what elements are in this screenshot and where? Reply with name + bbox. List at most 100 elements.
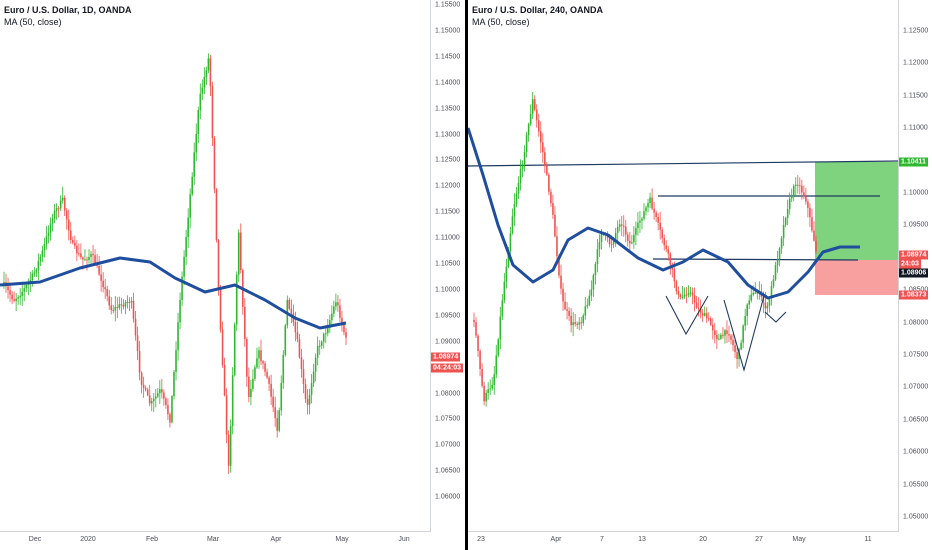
candle-up (181, 276, 183, 301)
candle-down (104, 287, 106, 290)
candle-down (215, 189, 218, 241)
candle-up (235, 274, 238, 325)
candle-up (316, 345, 319, 358)
price-tick-label: 1.14500 (435, 53, 461, 61)
candle-up (527, 124, 530, 136)
candle-down (341, 317, 343, 325)
stop-price-badge: 1.08373 (899, 290, 929, 300)
candle-up (509, 233, 512, 252)
candle-down (136, 335, 139, 351)
candle-down (481, 368, 483, 386)
price-tick-label: 1.08500 (903, 287, 928, 294)
candle-down (535, 109, 538, 121)
time-tick-label: 7 (600, 536, 604, 543)
time-tick-label: Mar (206, 536, 220, 543)
candle-down (167, 405, 169, 415)
right-chart-plot[interactable] (468, 0, 898, 532)
candle-up (495, 355, 498, 375)
candle-up (616, 226, 619, 233)
candle-up (314, 357, 317, 372)
candle-up (150, 401, 153, 404)
candle-up (497, 339, 500, 356)
candle-up (687, 293, 690, 296)
candle-down (302, 369, 305, 385)
price-tick-label: 1.11000 (903, 124, 928, 132)
time-tick-label: 11 (864, 536, 872, 543)
candle-down (274, 407, 276, 419)
candle-down (108, 296, 111, 306)
left-chart-pane[interactable]: Euro / U.S. Dollar, 1D, OANDA MA (50, cl… (0, 0, 465, 550)
candle-down (659, 222, 661, 230)
candle-down (264, 363, 266, 372)
candle-down (657, 216, 659, 223)
timer-badge: 24:03 (899, 259, 921, 269)
candle-down (709, 318, 712, 325)
candle-down (805, 196, 807, 202)
candle-down (298, 339, 301, 358)
time-tick-label: May (792, 536, 806, 543)
left-time-axis[interactable]: Dec 2020 Feb Mar Apr May Jun (0, 531, 430, 550)
candle-up (525, 135, 528, 152)
left-chart-title: Euro / U.S. Dollar, 1D, OANDA (4, 5, 132, 15)
candle-up (529, 113, 532, 125)
candle-down (548, 174, 550, 192)
candle-down (813, 230, 815, 241)
candle-down (736, 352, 738, 360)
candle-down (221, 329, 224, 366)
right-time-axis[interactable]: 23 Apr 7 13 20 27 May 11 (468, 531, 898, 550)
time-tick-label: 2020 (80, 536, 96, 543)
candle-down (11, 294, 13, 300)
price-tick-label: 1.05000 (903, 513, 929, 521)
candle-down (213, 138, 216, 190)
candle-down (653, 208, 655, 213)
pane-divider[interactable] (465, 0, 468, 550)
candle-up (792, 185, 795, 197)
price-tick-label: 1.06000 (435, 493, 461, 501)
time-tick-label: 13 (638, 536, 646, 543)
left-price-axis[interactable]: 1.15500 1.15000 1.14500 1.14000 1.13500 1.130… (430, 0, 465, 532)
time-tick-label: Dec (28, 536, 42, 543)
right-chart-pane[interactable]: Euro / U.S. Dollar, 240, OANDA MA (50, c… (468, 0, 932, 550)
right-price-axis[interactable]: 1.125001.120001.115001.110001.105001.100… (898, 0, 932, 532)
candle-down (140, 372, 143, 385)
candle-up (31, 273, 34, 280)
candle-up (278, 410, 281, 431)
candle-down (815, 240, 817, 252)
price-tick-label: 1.11500 (903, 92, 928, 100)
candle-up (88, 256, 90, 260)
candle-up (746, 304, 748, 316)
candle-up (794, 184, 797, 186)
price-tick-label: 1.15000 (435, 27, 461, 35)
candle-down (239, 232, 242, 271)
candle-up (505, 266, 508, 282)
candle-up (596, 249, 599, 265)
candle-up (126, 301, 129, 303)
candle-up (594, 264, 597, 276)
candle-up (231, 375, 234, 426)
candle-down (94, 255, 96, 265)
candle-down (128, 301, 131, 303)
candle-down (69, 230, 72, 240)
candle-up (590, 289, 593, 296)
candle-up (310, 383, 313, 395)
price-badge: 1.08974 (431, 352, 461, 362)
resistance-line (468, 160, 898, 167)
candle-up (23, 288, 26, 292)
candle-up (130, 300, 133, 303)
candle-down (809, 207, 811, 218)
candle-up (322, 333, 325, 342)
candle-down (102, 280, 104, 288)
candle-up (784, 218, 787, 225)
candle-up (586, 305, 589, 307)
price-tick-label: 1.05500 (903, 481, 929, 489)
candle-down (306, 398, 309, 405)
candle-down (697, 307, 700, 309)
candle-up (335, 302, 337, 307)
candle-up (25, 284, 28, 289)
left-chart-plot[interactable] (0, 0, 430, 532)
candle-up (195, 133, 198, 153)
candle-down (799, 185, 801, 187)
candle-up (618, 224, 621, 227)
candle-up (229, 425, 232, 466)
candle-up (59, 200, 62, 209)
